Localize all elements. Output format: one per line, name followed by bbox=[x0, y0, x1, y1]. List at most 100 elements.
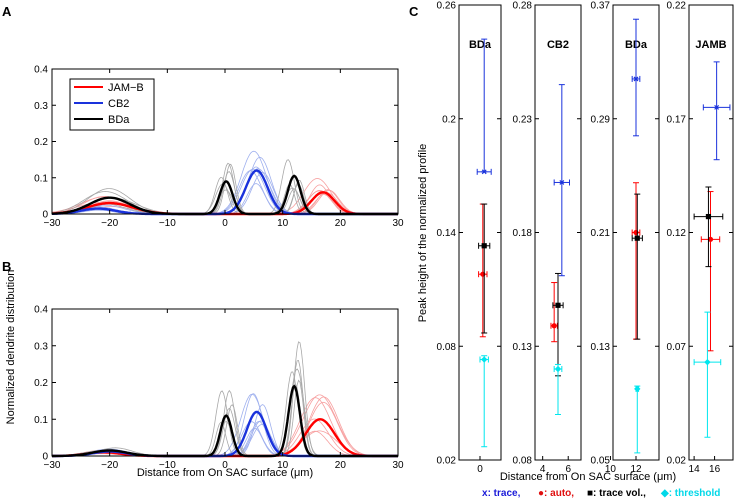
marker-circle bbox=[707, 236, 714, 242]
subpanel-title: CB2 bbox=[547, 39, 569, 51]
x-tick-label: −10 bbox=[159, 460, 176, 471]
legend-marker: ◆ bbox=[660, 488, 669, 499]
marker-diamond bbox=[481, 356, 488, 363]
chart-a-legend: JAM−B CB2 BDa bbox=[69, 78, 155, 131]
trace-line bbox=[52, 393, 398, 457]
x-tick-label: 10 bbox=[605, 464, 617, 475]
x-tick-label: 30 bbox=[392, 460, 404, 471]
marker-square bbox=[481, 243, 487, 249]
y-tick-label: 0.37 bbox=[591, 1, 611, 12]
y-tick-label: 0.2 bbox=[442, 114, 456, 125]
legend-item: ●: auto, bbox=[538, 488, 574, 499]
marker-diamond bbox=[554, 365, 562, 373]
x-tick-label: 30 bbox=[392, 218, 404, 229]
y-tick-label: 0.28 bbox=[513, 1, 533, 12]
y-tick-label: 0.23 bbox=[513, 114, 533, 125]
x-tick-label: −10 bbox=[159, 218, 176, 229]
x-tick-label: 12 bbox=[630, 464, 642, 475]
marker-circle bbox=[551, 323, 557, 329]
y-tick-label: 0.2 bbox=[34, 137, 48, 148]
point-trace bbox=[702, 61, 731, 161]
point-auto bbox=[550, 282, 558, 343]
point-auto bbox=[478, 203, 488, 338]
y-tick-label: 0.02 bbox=[667, 456, 687, 467]
x-tick-label: 4 bbox=[540, 464, 546, 475]
x-tick-label: 20 bbox=[335, 218, 347, 229]
chart-b-xlabel: Distance from On SAC surface (μm) bbox=[137, 467, 313, 479]
x-tick-label: 10 bbox=[277, 460, 289, 471]
subpanel-1: BDa 0.02 0.08 0.14 0.2 0.26 0 bbox=[437, 1, 502, 475]
y-tick-label: 0.05 bbox=[591, 456, 611, 467]
marker-x bbox=[559, 180, 565, 185]
y-tick-label: 0 bbox=[42, 210, 48, 221]
marker-x bbox=[481, 169, 487, 175]
x-tick-label: −20 bbox=[101, 460, 118, 471]
legend-item: x: trace, bbox=[482, 488, 521, 499]
chart-a: −30 −20 −10 0 10 20 30 0 0.1 0.2 0.3 0.4 JAM−B CB2 … bbox=[34, 65, 404, 230]
marker-square bbox=[634, 235, 640, 241]
y-tick-label: 0.4 bbox=[34, 65, 48, 76]
y-tick-label: 0.3 bbox=[34, 341, 48, 352]
x-tick-label: 0 bbox=[222, 460, 228, 471]
legend-label: : trace, bbox=[488, 488, 521, 499]
y-tick-label: 0.14 bbox=[437, 228, 457, 239]
x-tick-label: −30 bbox=[44, 218, 61, 229]
point-auto bbox=[631, 182, 641, 340]
trace-line bbox=[52, 368, 398, 457]
x-tick-label: 10 bbox=[277, 218, 289, 229]
chart-b-ticks: −30 −20 −10 0 10 20 30 0 0.1 0.2 0.3 0.4 bbox=[34, 305, 404, 472]
x-tick-label: 6 bbox=[565, 464, 571, 475]
subpanel-axes bbox=[688, 4, 734, 461]
y-tick-label: 0.13 bbox=[513, 342, 533, 353]
chart-a-curves bbox=[51, 150, 398, 216]
legend-marker: ● bbox=[538, 488, 544, 499]
legend-label-jamb: JAM−B bbox=[108, 82, 144, 94]
point-trace bbox=[476, 38, 492, 175]
x-tick-label: 16 bbox=[709, 464, 721, 475]
subpanel-2: CB2 0.08 0.13 0.18 0.23 0.28 4 6 bbox=[513, 1, 582, 475]
point-trace bbox=[553, 84, 570, 277]
chart-a-ticks: −30 −20 −10 0 10 20 30 0 0.1 0.2 0.3 0.4 bbox=[34, 65, 404, 230]
point-trace bbox=[631, 18, 641, 137]
point-tracevol bbox=[478, 203, 491, 334]
point-tracevol bbox=[631, 193, 643, 340]
y-tick-label: 0.2 bbox=[34, 378, 48, 389]
y-tick-label: 0.1 bbox=[34, 173, 48, 184]
trace-line bbox=[52, 393, 398, 457]
chart-c-ylabel: Peak height of the normalized profile bbox=[417, 144, 429, 323]
legend-marker: x bbox=[482, 488, 488, 499]
y-tick-label: 0.08 bbox=[513, 456, 533, 467]
point-threshold bbox=[553, 363, 563, 415]
y-tick-label: 0.17 bbox=[667, 114, 687, 125]
y-tick-label: 0.18 bbox=[513, 228, 533, 239]
subpanel-title: JAMB bbox=[695, 39, 726, 51]
marker-diamond bbox=[634, 385, 641, 393]
marker-square bbox=[555, 302, 561, 308]
x-tick-label: 0 bbox=[222, 218, 228, 229]
chart-c-xlabel: Distance from On SAC surface (μm) bbox=[500, 471, 676, 483]
point-tracevol bbox=[693, 186, 724, 268]
legend-label: : trace vol., bbox=[593, 488, 646, 499]
y-tick-label: 0.08 bbox=[437, 342, 457, 353]
marker-square bbox=[705, 213, 712, 220]
x-tick-label: −20 bbox=[101, 218, 118, 229]
y-tick-label: 0.13 bbox=[591, 342, 611, 353]
x-tick-label: 20 bbox=[335, 460, 347, 471]
y-tick-label: 0 bbox=[42, 452, 48, 463]
y-tick-label: 0.22 bbox=[667, 1, 687, 12]
point-threshold bbox=[479, 355, 489, 448]
legend-marker: ■ bbox=[587, 488, 593, 499]
marker-x bbox=[714, 104, 720, 110]
x-tick-label: 0 bbox=[477, 464, 483, 475]
subpanel-axes bbox=[458, 4, 502, 461]
y-tick-label: 0.21 bbox=[591, 228, 611, 239]
y-tick-label: 0.26 bbox=[437, 1, 457, 12]
trace-line bbox=[51, 162, 398, 215]
legend-label-cb2: CB2 bbox=[108, 98, 129, 110]
trace-line bbox=[52, 159, 398, 215]
y-tick-label: 0.12 bbox=[667, 228, 687, 239]
y-tick-label: 0.29 bbox=[591, 114, 611, 125]
trace-line bbox=[51, 383, 398, 457]
subpanel-title: BDa bbox=[469, 39, 492, 51]
